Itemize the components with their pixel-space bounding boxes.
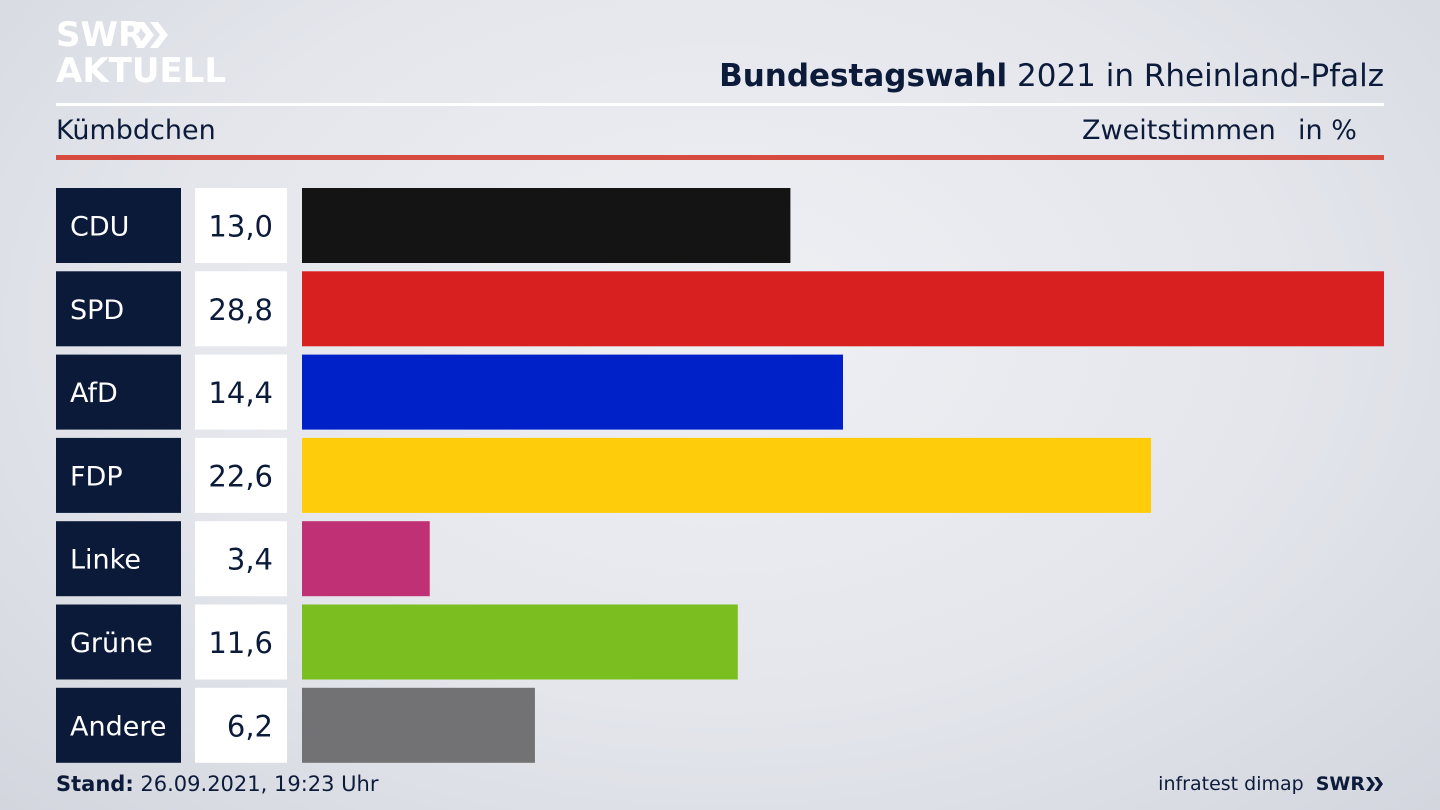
value-box	[195, 271, 287, 347]
swr-aktuell-logo: SWR AKTUELL	[56, 18, 226, 90]
chart-title: Bundestagswahl 2021 in Rheinland-Pfalz	[719, 58, 1384, 94]
bar-fdp	[302, 437, 1152, 513]
footer-credits: infratest dimap SWR	[1158, 773, 1384, 795]
party-label: Linke	[70, 545, 141, 576]
bar-row-gr-ne: Grüne 11,6	[56, 604, 738, 680]
party-label-box	[56, 271, 181, 347]
value-box	[195, 188, 287, 263]
party-label: SPD	[70, 295, 124, 326]
footer-brand: SWR	[1315, 773, 1365, 795]
data-label: 22,6	[208, 459, 273, 493]
stand-label: Stand:	[56, 772, 134, 796]
stand-value: 26.09.2021, 19:23 Uhr	[133, 772, 379, 796]
value-box	[195, 687, 287, 763]
location-label: Kümbdchen	[56, 115, 216, 146]
bar-spd	[302, 271, 1384, 347]
bar-row-linke: Linke 3,4	[56, 521, 430, 597]
bar-row-andere: Andere 6,2	[56, 687, 535, 763]
header-divider	[56, 103, 1384, 106]
bar-gr-ne	[302, 604, 738, 680]
party-label: CDU	[70, 212, 129, 243]
source-label: infratest dimap	[1158, 773, 1304, 795]
value-box	[195, 437, 287, 513]
party-label: AfD	[70, 378, 118, 409]
party-label-box	[56, 188, 181, 263]
bar-row-fdp: FDP 22,6	[56, 437, 1152, 513]
double-chevron-right-icon	[136, 22, 168, 48]
bar-andere	[302, 687, 535, 763]
data-label: 13,0	[208, 210, 273, 244]
bar-row-cdu: CDU 13,0	[56, 188, 791, 263]
bar-linke	[302, 521, 430, 597]
timestamp: Stand: 26.09.2021, 19:23 Uhr	[56, 772, 379, 796]
value-box	[195, 354, 287, 430]
bar-cdu	[302, 188, 791, 263]
bar-row-spd: SPD 28,8	[56, 271, 1384, 347]
data-label: 14,4	[208, 376, 273, 410]
logo-aktuell-text: AKTUELL	[56, 51, 227, 91]
double-chevron-right-icon	[1366, 777, 1383, 791]
party-label: FDP	[70, 461, 123, 492]
party-label-box	[56, 604, 181, 680]
title-rest: 2021 in Rheinland-Pfalz	[1007, 58, 1384, 94]
bar-row-afd: AfD 14,4	[56, 354, 843, 430]
bar-afd	[302, 354, 843, 430]
party-label: Grüne	[70, 628, 153, 659]
party-label-box	[56, 354, 181, 430]
data-label: 11,6	[208, 626, 273, 660]
logo-swr-text: SWR	[56, 15, 145, 55]
chart-subtitle: Zweitstimmen	[1082, 115, 1276, 146]
data-label: 28,8	[208, 293, 273, 327]
unit-label: in %	[1298, 115, 1357, 146]
title-bold: Bundestagswahl	[719, 58, 1008, 94]
value-box	[195, 604, 287, 680]
accent-divider	[56, 155, 1384, 160]
value-box	[195, 521, 287, 597]
data-label: 6,2	[227, 709, 273, 743]
party-label-box	[56, 687, 181, 763]
party-label-box	[56, 521, 181, 597]
party-label-box	[56, 437, 181, 513]
data-label: 3,4	[227, 543, 273, 577]
party-label: Andere	[70, 711, 166, 742]
